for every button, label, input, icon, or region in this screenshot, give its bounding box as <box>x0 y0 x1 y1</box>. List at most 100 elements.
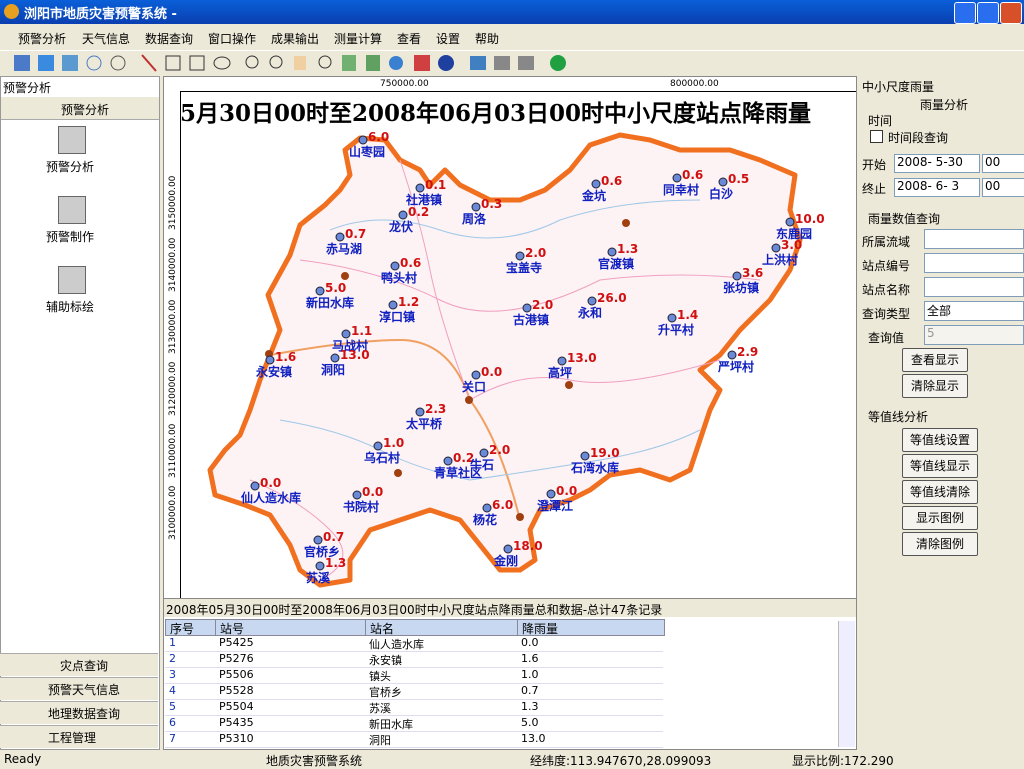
station-value: 19.0 <box>590 446 620 460</box>
hour-select[interactable]: 00 <box>982 154 1024 173</box>
station-dot <box>718 177 728 187</box>
menu-item[interactable]: 测量计算 <box>334 32 383 46</box>
window-controls[interactable] <box>954 2 1022 24</box>
station-value: 1.4 <box>677 308 698 322</box>
station-dot <box>732 271 742 281</box>
table-cell: 7 <box>165 732 215 748</box>
station-value: 0.0 <box>260 476 281 490</box>
tool-icon[interactable] <box>58 126 86 154</box>
station-value: 3.0 <box>781 238 802 252</box>
date-select[interactable]: 2008- 5-30 <box>894 154 980 173</box>
section-label[interactable]: 灾点查询 <box>60 659 109 673</box>
type-select[interactable]: 全部 <box>924 301 1024 321</box>
section-tab[interactable] <box>0 653 158 676</box>
table-caption: 2008年05月30日00时至2008年06月03日00时中小尺度站点降雨量总和… <box>166 603 663 617</box>
minimize[interactable] <box>954 2 976 24</box>
tool-label[interactable]: 预警分析 <box>46 160 95 174</box>
station-name: 新田水库 <box>306 295 354 310</box>
station-name: 苏溪 <box>306 570 331 585</box>
section-label[interactable]: 工程管理 <box>48 731 97 745</box>
tool-icon[interactable] <box>58 266 86 294</box>
section-tab[interactable] <box>0 701 158 724</box>
column-header: 站号 <box>215 619 367 636</box>
section-tab[interactable] <box>0 677 158 700</box>
button[interactable]: 显示图例 <box>902 506 978 530</box>
y-ruler-label: 3130000.00 <box>168 299 178 354</box>
table-cell: 5 <box>165 700 215 716</box>
station-dot <box>335 232 345 242</box>
station-value: 2.0 <box>489 443 510 457</box>
field-input[interactable] <box>924 253 1024 273</box>
section-tab[interactable] <box>0 725 158 748</box>
menu-item[interactable]: 预警分析 <box>18 32 67 46</box>
station-dot <box>315 561 325 571</box>
button[interactable]: 清除图例 <box>902 532 978 556</box>
station-value: 10.0 <box>795 212 825 226</box>
station-dot <box>265 355 275 365</box>
menu-item[interactable]: 窗口操作 <box>208 32 257 46</box>
maximize[interactable] <box>977 2 999 24</box>
checkbox[interactable] <box>870 130 883 143</box>
value-input[interactable]: 5 <box>924 325 1024 345</box>
tool-label[interactable]: 辅助标绘 <box>46 300 95 314</box>
section-label[interactable]: 地理数据查询 <box>48 707 121 721</box>
label: 终止 <box>862 182 887 196</box>
station-value: 0.6 <box>601 174 622 188</box>
section-label[interactable]: 预警天气信息 <box>48 683 121 697</box>
table-cell: 0.0 <box>517 636 663 652</box>
status-bar: Ready 地质灾害预警系统 经纬度:113.947670,28.099093 显示比… <box>0 750 1024 768</box>
station-name: 永和 <box>577 305 602 320</box>
menu-item[interactable]: 天气信息 <box>82 32 131 46</box>
menu-bar: 预警分析 天气信息 数据查询 窗口操作 成果输出 测量计算 查看 设置 帮助 <box>0 26 1024 48</box>
checkbox-label[interactable]: 时间段查询 <box>888 131 949 145</box>
table-cell: 0.7 <box>517 684 663 700</box>
station-name: 太平桥 <box>406 416 443 431</box>
station-value: 1.3 <box>617 242 638 256</box>
menu-item[interactable]: 查看 <box>397 32 422 46</box>
panel-title: 中小尺度雨量 <box>862 80 935 94</box>
y-ruler <box>164 91 181 598</box>
label: 时间 <box>868 114 893 128</box>
column-header: 站名 <box>365 619 519 636</box>
town-markers <box>265 219 630 521</box>
close[interactable] <box>1000 2 1022 24</box>
button[interactable]: 清除显示 <box>902 374 968 398</box>
tool-label[interactable]: 预警制作 <box>46 230 95 244</box>
hour-select[interactable]: 00 <box>982 178 1024 197</box>
table-cell: 仙人造水库 <box>365 636 517 652</box>
right-panel: 中小尺度雨量 雨量分析 时间 时间段查询 开始 2008- 5-30 00 终止 2008- 6… <box>858 76 1024 748</box>
button[interactable]: 查看显示 <box>902 348 968 372</box>
station-name: 社港镇 <box>405 192 442 207</box>
station-value: 1.0 <box>383 436 404 450</box>
table-cell: 洞阳 <box>365 732 517 748</box>
menu-item[interactable]: 设置 <box>436 32 461 46</box>
button[interactable]: 等值线设置 <box>902 428 978 452</box>
scrollbar[interactable] <box>838 621 855 747</box>
map[interactable]: 750000.00 800000.00 3150000.00 3140000.00 31… <box>163 76 855 597</box>
station-dot <box>315 286 325 296</box>
status-field: Ready <box>4 752 42 766</box>
table-cell: P5435 <box>215 716 365 732</box>
toolbar-icons <box>14 54 566 72</box>
menu-item[interactable]: 成果输出 <box>271 32 320 46</box>
station-dot <box>607 247 617 257</box>
station-name: 鸭头村 <box>381 270 417 285</box>
field-input[interactable] <box>924 229 1024 249</box>
table-cell: P5528 <box>215 684 365 700</box>
tool-icon[interactable] <box>58 196 86 224</box>
menu-item[interactable]: 帮助 <box>475 32 500 46</box>
station-dot <box>771 243 781 253</box>
menu-item[interactable]: 数据查询 <box>145 32 194 46</box>
field-input[interactable] <box>924 277 1024 297</box>
date-select[interactable]: 2008- 6- 3 <box>894 178 980 197</box>
group-title: 雨量分析 <box>920 98 969 112</box>
button[interactable]: 等值线清除 <box>902 480 978 504</box>
station-name: 古港镇 <box>513 312 549 327</box>
x-ruler-label: 750000.00 <box>380 79 429 89</box>
button[interactable]: 等值线显示 <box>902 454 978 478</box>
table-cell: 5.0 <box>517 716 663 732</box>
station-name: 官桥乡 <box>304 544 340 559</box>
station-name: 严坪村 <box>717 359 754 374</box>
status-field: 地质灾害预警系统 <box>266 754 363 768</box>
